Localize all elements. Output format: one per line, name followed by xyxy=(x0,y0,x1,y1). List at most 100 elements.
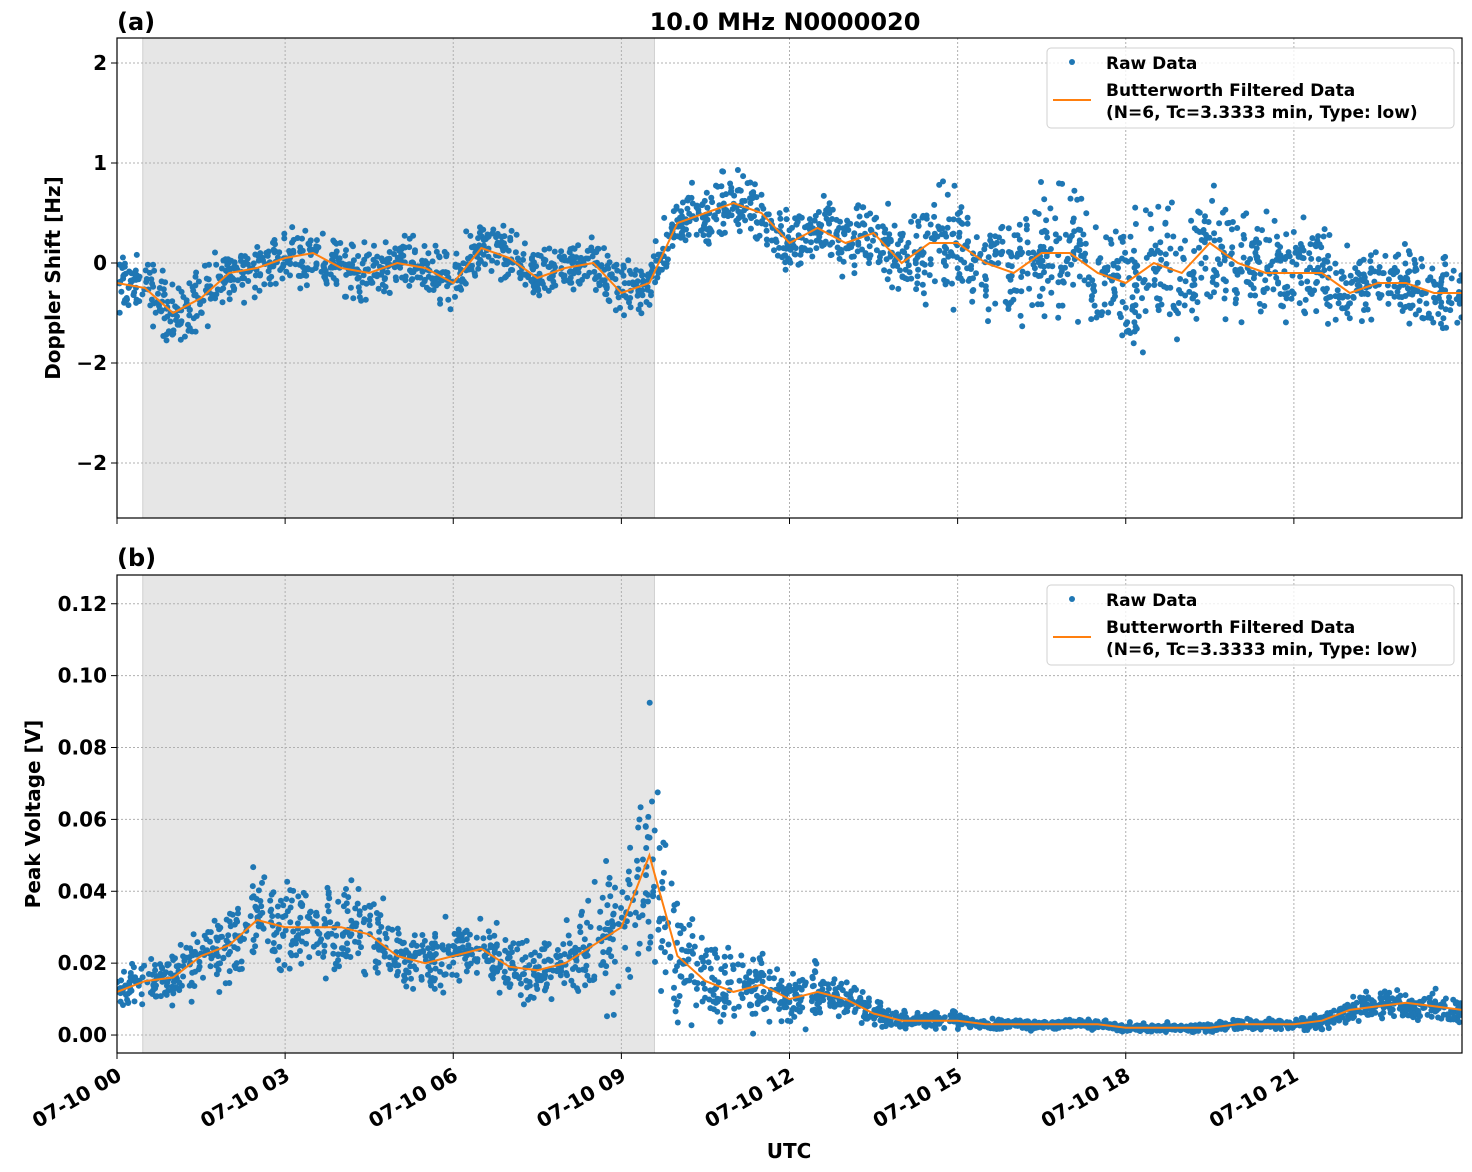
raw-data-point xyxy=(382,930,389,937)
raw-data-point xyxy=(1240,254,1247,261)
raw-data-point xyxy=(678,208,685,215)
raw-data-point xyxy=(518,980,524,987)
raw-data-point xyxy=(1222,287,1229,294)
raw-data-point xyxy=(915,218,922,225)
raw-data-point xyxy=(498,233,505,240)
raw-data-point xyxy=(863,212,870,219)
raw-data-point xyxy=(1309,235,1316,242)
raw-data-point xyxy=(760,988,767,995)
raw-data-point xyxy=(131,998,138,1005)
raw-data-point xyxy=(771,997,778,1004)
raw-data-point xyxy=(283,268,290,275)
raw-data-point xyxy=(957,1012,964,1019)
raw-data-point xyxy=(127,970,134,976)
raw-data-point xyxy=(621,280,628,287)
raw-data-point xyxy=(783,216,790,223)
raw-data-point xyxy=(592,248,599,255)
raw-data-point xyxy=(290,928,297,935)
raw-data-point xyxy=(330,942,337,949)
raw-data-point xyxy=(992,233,999,240)
raw-data-point xyxy=(584,972,591,979)
raw-data-point xyxy=(165,987,171,994)
raw-data-point xyxy=(1440,255,1447,262)
raw-data-point xyxy=(211,917,218,924)
raw-data-point xyxy=(1440,315,1447,322)
raw-data-point xyxy=(608,271,615,278)
raw-data-point xyxy=(841,231,848,238)
raw-data-point xyxy=(721,953,728,960)
raw-data-point xyxy=(520,256,526,263)
raw-data-point xyxy=(778,1018,785,1025)
raw-data-point xyxy=(133,251,140,258)
raw-data-point xyxy=(889,1010,896,1017)
raw-data-point xyxy=(338,945,345,952)
raw-data-point xyxy=(270,946,277,953)
raw-data-point xyxy=(235,905,241,912)
raw-data-point xyxy=(806,216,813,223)
raw-data-point xyxy=(1411,288,1418,295)
raw-data-point xyxy=(1202,1028,1209,1035)
raw-data-point xyxy=(1139,349,1146,356)
raw-data-point xyxy=(1091,302,1098,309)
raw-data-point xyxy=(1253,245,1260,252)
raw-data-point xyxy=(777,1000,784,1007)
raw-data-point xyxy=(408,953,415,960)
raw-data-point xyxy=(1418,255,1425,262)
raw-data-point xyxy=(688,1022,695,1029)
raw-data-point xyxy=(279,275,286,282)
raw-data-point xyxy=(969,298,976,305)
raw-data-point xyxy=(1189,282,1196,289)
raw-data-point xyxy=(1344,310,1351,317)
raw-data-point xyxy=(1251,271,1258,278)
raw-data-point xyxy=(1431,294,1437,301)
raw-data-point xyxy=(225,932,232,939)
raw-data-point xyxy=(652,279,659,286)
raw-data-point xyxy=(1325,320,1331,327)
raw-data-point xyxy=(367,903,374,910)
raw-data-point xyxy=(609,989,616,996)
raw-data-point xyxy=(1333,270,1340,276)
raw-data-point xyxy=(592,287,599,293)
raw-data-point xyxy=(381,953,388,960)
raw-data-point xyxy=(401,977,407,984)
raw-data-point xyxy=(988,243,995,250)
raw-data-point xyxy=(746,969,753,976)
raw-data-point xyxy=(926,272,933,279)
raw-data-point xyxy=(1262,277,1269,284)
raw-data-point xyxy=(570,286,577,293)
raw-data-point xyxy=(891,222,898,229)
raw-data-point xyxy=(117,979,121,986)
raw-data-point xyxy=(485,253,492,260)
raw-data-point xyxy=(919,260,926,267)
raw-data-point xyxy=(1450,267,1457,274)
raw-data-point xyxy=(1043,229,1050,236)
raw-data-point xyxy=(431,977,437,984)
raw-data-point xyxy=(1182,278,1189,285)
raw-data-point xyxy=(731,192,738,199)
raw-data-point xyxy=(735,961,742,968)
raw-data-point xyxy=(343,886,349,892)
raw-data-point xyxy=(324,902,331,909)
raw-data-point xyxy=(694,960,701,967)
raw-data-point xyxy=(752,1010,759,1017)
raw-data-point xyxy=(319,230,326,237)
raw-data-point xyxy=(758,994,765,1001)
raw-data-point xyxy=(660,915,667,922)
raw-data-point xyxy=(1347,272,1354,279)
raw-data-point xyxy=(1412,311,1419,318)
raw-data-point xyxy=(274,912,281,919)
raw-data-point xyxy=(643,845,650,851)
raw-data-point xyxy=(711,976,718,983)
raw-data-point xyxy=(1308,1022,1315,1029)
raw-data-point xyxy=(707,987,714,994)
raw-data-point xyxy=(632,922,639,929)
raw-data-point xyxy=(502,937,509,943)
raw-data-point xyxy=(241,299,248,306)
raw-data-point xyxy=(639,292,646,299)
raw-data-point xyxy=(693,985,700,992)
raw-data-point xyxy=(473,969,480,976)
raw-data-point xyxy=(306,954,313,961)
raw-data-point xyxy=(1146,251,1153,258)
raw-data-point xyxy=(619,889,626,896)
